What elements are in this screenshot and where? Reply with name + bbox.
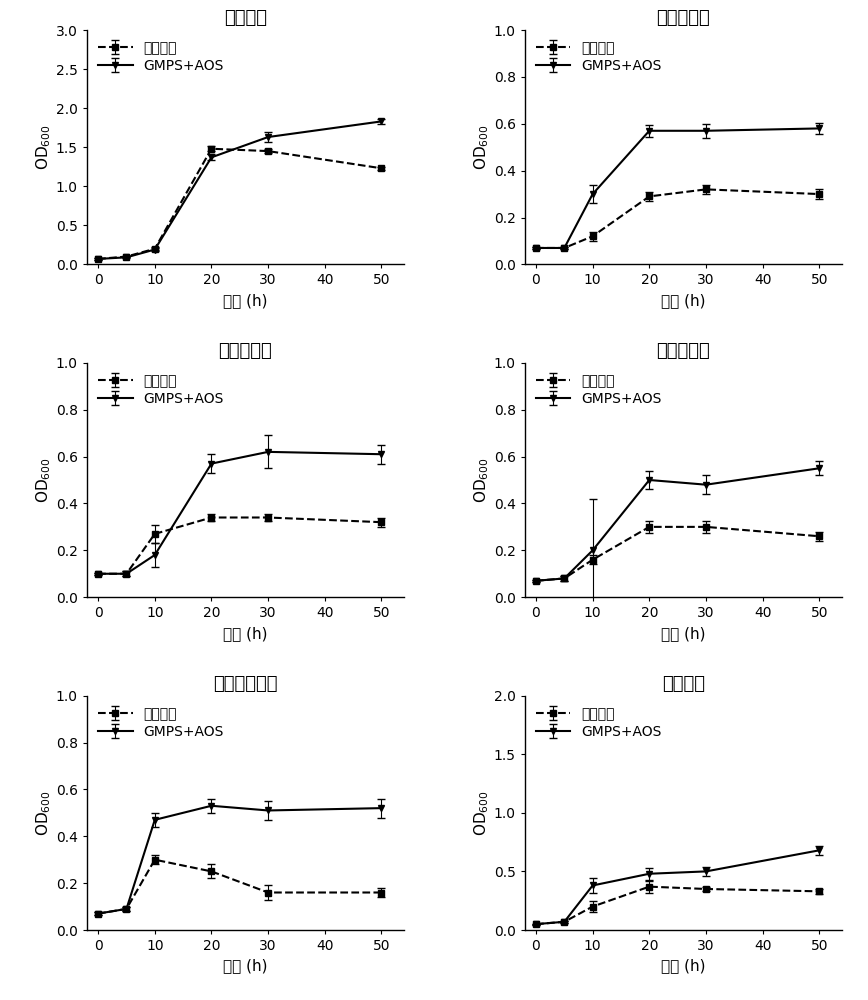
Y-axis label: OD$_{600}$: OD$_{600}$ xyxy=(472,457,491,503)
X-axis label: 时间 (h): 时间 (h) xyxy=(223,959,267,974)
X-axis label: 时间 (h): 时间 (h) xyxy=(661,959,706,974)
Title: 短双歧杆菌: 短双歧杆菌 xyxy=(656,9,710,27)
Y-axis label: OD$_{600}$: OD$_{600}$ xyxy=(472,790,491,836)
Y-axis label: OD$_{600}$: OD$_{600}$ xyxy=(35,790,53,836)
Y-axis label: OD$_{600}$: OD$_{600}$ xyxy=(472,124,491,170)
X-axis label: 时间 (h): 时间 (h) xyxy=(223,293,267,308)
X-axis label: 时间 (h): 时间 (h) xyxy=(661,626,706,641)
Title: 乳双歧杆菌: 乳双歧杆菌 xyxy=(656,342,710,360)
Title: 丁酸梭菌: 丁酸梭菌 xyxy=(224,9,267,27)
Legend: 甘露聚糖, GMPS+AOS: 甘露聚糖, GMPS+AOS xyxy=(94,37,228,77)
Legend: 甘露聚糖, GMPS+AOS: 甘露聚糖, GMPS+AOS xyxy=(531,37,666,77)
Legend: 甘露聚糖, GMPS+AOS: 甘露聚糖, GMPS+AOS xyxy=(94,703,228,743)
X-axis label: 时间 (h): 时间 (h) xyxy=(223,626,267,641)
Title: 两歧双歧杆菌: 两歧双歧杆菌 xyxy=(214,675,278,693)
Legend: 甘露聚糖, GMPS+AOS: 甘露聚糖, GMPS+AOS xyxy=(531,703,666,743)
Legend: 甘露聚糖, GMPS+AOS: 甘露聚糖, GMPS+AOS xyxy=(531,370,666,410)
Y-axis label: OD$_{600}$: OD$_{600}$ xyxy=(35,124,53,170)
X-axis label: 时间 (h): 时间 (h) xyxy=(661,293,706,308)
Title: 大肠杆菌: 大肠杆菌 xyxy=(661,675,705,693)
Title: 戊糖片球菌: 戊糖片球菌 xyxy=(219,342,273,360)
Legend: 甘露聚糖, GMPS+AOS: 甘露聚糖, GMPS+AOS xyxy=(94,370,228,410)
Y-axis label: OD$_{600}$: OD$_{600}$ xyxy=(35,457,53,503)
